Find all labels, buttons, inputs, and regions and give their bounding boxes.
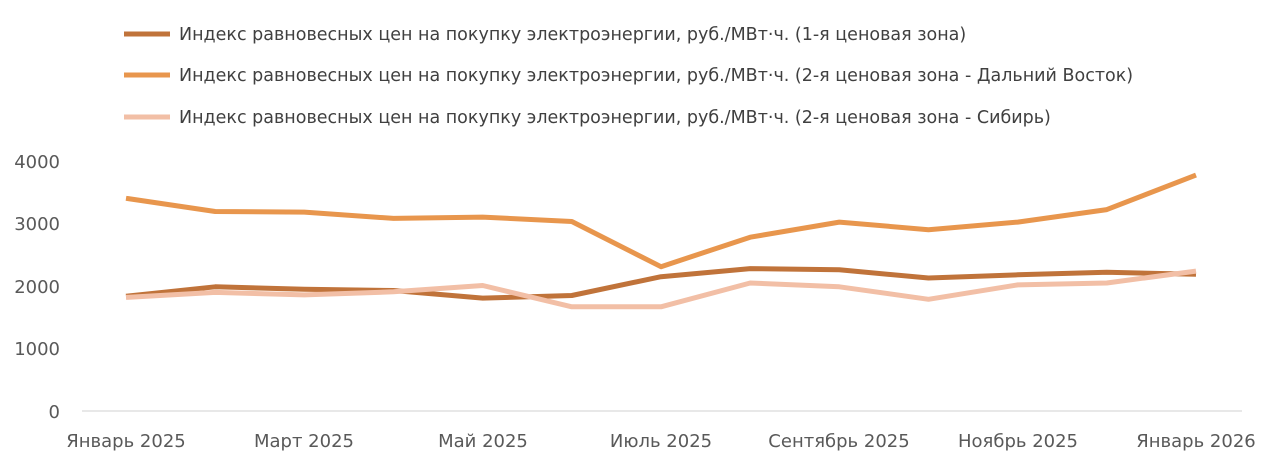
- y-tick-label-1000: 1000: [14, 339, 60, 360]
- legend-entry-zone-1: Индекс равновесных цен на покупку электр…: [124, 25, 966, 45]
- legend-label-zone-1: Индекс равновесных цен на покупку электр…: [179, 25, 966, 45]
- y-tick-label-0: 0: [49, 402, 60, 423]
- x-tick-label-jan-2025: Январь 2025: [66, 431, 185, 452]
- legend-label-zone-2-siberia: Индекс равновесных цен на покупку электр…: [179, 108, 1051, 128]
- legend-label-zone-2-far-east: Индекс равновесных цен на покупку электр…: [179, 66, 1133, 86]
- y-tick-label-3000: 3000: [14, 214, 60, 235]
- x-tick-label-jan-2026: Январь 2026: [1136, 431, 1255, 452]
- x-tick-label-may-2025: Май 2025: [438, 431, 528, 452]
- series-layer: [125, 172, 1197, 310]
- y-axis: 4000 3000 2000 1000 0: [14, 152, 60, 423]
- legend: Индекс равновесных цен на покупку электр…: [124, 25, 1133, 128]
- y-tick-label-2000: 2000: [14, 277, 60, 298]
- x-tick-label-nov-2025: Ноябрь 2025: [958, 431, 1078, 452]
- legend-entry-zone-2-siberia: Индекс равновесных цен на покупку электр…: [124, 108, 1051, 128]
- x-tick-label-mar-2025: Март 2025: [254, 431, 354, 452]
- legend-entry-zone-2-far-east: Индекс равновесных цен на покупку электр…: [124, 66, 1133, 86]
- y-tick-label-4000: 4000: [14, 152, 60, 173]
- series-line-1: [125, 172, 1197, 270]
- x-tick-label-jul-2025: Июль 2025: [610, 431, 712, 452]
- x-tick-label-sep-2025: Сентябрь 2025: [768, 431, 909, 452]
- x-axis: Январь 2025 Март 2025 Май 2025 Июль 2025…: [66, 431, 1255, 452]
